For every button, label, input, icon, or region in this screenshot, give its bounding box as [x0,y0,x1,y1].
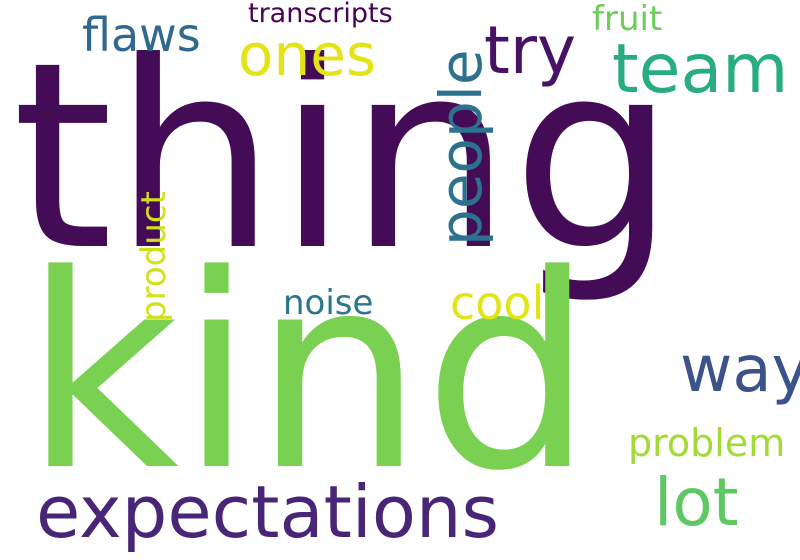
word-expectations: expectations [36,470,500,554]
word-cool: cool [450,276,545,330]
word-product: product [134,191,174,322]
word-noise: noise [283,283,374,323]
word-way: way [680,333,800,407]
word-team: team [612,30,789,109]
word-try: try [484,12,577,89]
word-flaws: flaws [82,8,201,62]
word-people: people [427,49,495,246]
word-ones: ones [238,21,377,89]
word-fruit: fruit [592,0,663,39]
word-transcripts: transcripts [248,0,393,29]
word-thing: thing [12,7,676,307]
word-kind: kind [24,218,594,530]
word-problem: problem [628,421,786,465]
word-lot: lot [654,464,739,541]
